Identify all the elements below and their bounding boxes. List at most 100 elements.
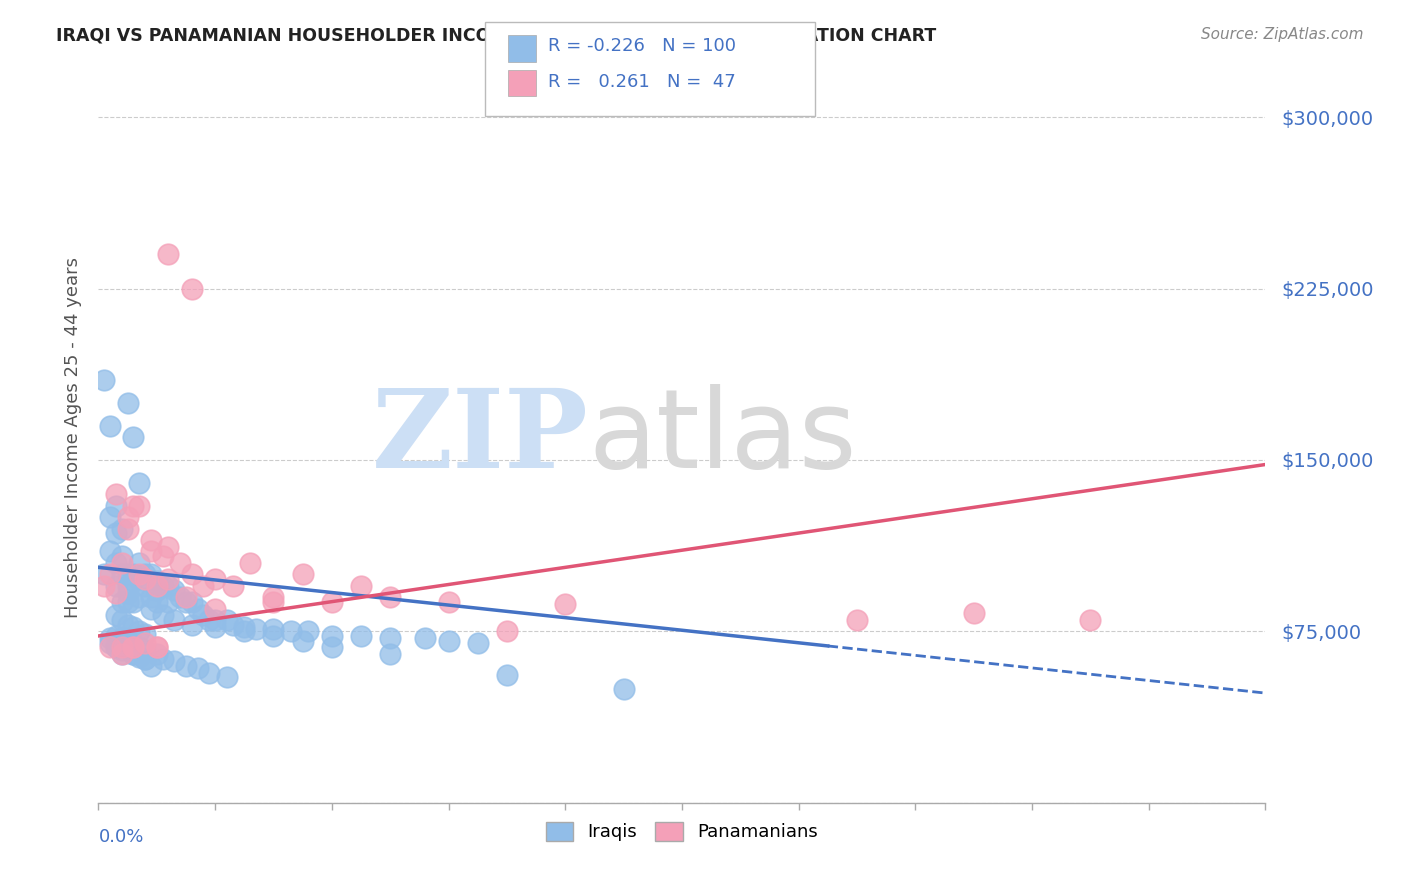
Point <box>321 594 343 608</box>
Point <box>239 556 262 570</box>
Point <box>146 594 169 608</box>
Point <box>262 622 284 636</box>
Point <box>93 373 115 387</box>
Point <box>117 585 139 599</box>
Point <box>104 526 127 541</box>
Point <box>180 567 202 582</box>
Point <box>139 601 162 615</box>
Text: ZIP: ZIP <box>371 384 589 491</box>
Point <box>157 579 180 593</box>
Point <box>215 670 238 684</box>
Point <box>350 579 373 593</box>
Point <box>122 594 145 608</box>
Point <box>134 652 156 666</box>
Point <box>380 590 402 604</box>
Point <box>380 632 402 646</box>
Point <box>297 624 319 639</box>
Point <box>291 567 314 582</box>
Text: 0.0%: 0.0% <box>98 829 143 847</box>
Point <box>104 608 127 623</box>
Point <box>117 510 139 524</box>
Point <box>157 247 180 261</box>
Point <box>262 629 284 643</box>
Point <box>98 640 121 655</box>
Point <box>321 629 343 643</box>
Point <box>174 590 197 604</box>
Point <box>134 626 156 640</box>
Point <box>134 572 156 586</box>
Point <box>128 640 150 655</box>
Point <box>146 574 169 588</box>
Text: R = -0.226   N = 100: R = -0.226 N = 100 <box>548 37 737 55</box>
Point <box>134 567 156 582</box>
Point <box>221 579 243 593</box>
Point <box>128 624 150 639</box>
Point <box>146 579 169 593</box>
Point <box>215 613 238 627</box>
Point <box>117 640 139 655</box>
Point <box>467 636 489 650</box>
Point <box>554 597 576 611</box>
Text: atlas: atlas <box>589 384 858 491</box>
Legend: Iraqis, Panamanians: Iraqis, Panamanians <box>538 814 825 848</box>
Point <box>128 499 150 513</box>
Text: IRAQI VS PANAMANIAN HOUSEHOLDER INCOME AGES 25 - 44 YEARS CORRELATION CHART: IRAQI VS PANAMANIAN HOUSEHOLDER INCOME A… <box>56 27 936 45</box>
Point <box>104 579 127 593</box>
Point <box>496 667 519 681</box>
Point <box>128 567 150 582</box>
Point <box>187 601 209 615</box>
Point <box>139 590 162 604</box>
Point <box>262 590 284 604</box>
Point <box>128 572 150 586</box>
Point <box>128 649 150 664</box>
Point <box>111 521 134 535</box>
Point <box>111 567 134 582</box>
Point <box>93 567 115 582</box>
Point <box>163 583 186 598</box>
Point <box>152 579 174 593</box>
Point <box>169 590 191 604</box>
Point <box>117 396 139 410</box>
Point <box>152 608 174 623</box>
Point <box>98 544 121 558</box>
Point <box>117 521 139 535</box>
Point <box>380 647 402 661</box>
Point <box>174 594 197 608</box>
Point <box>134 636 156 650</box>
Point <box>98 636 121 650</box>
Point <box>846 613 869 627</box>
Point <box>280 624 302 639</box>
Point <box>233 624 256 639</box>
Point <box>146 640 169 655</box>
Point <box>104 487 127 501</box>
Point <box>104 556 127 570</box>
Point <box>111 594 134 608</box>
Point <box>152 549 174 563</box>
Point <box>437 594 460 608</box>
Point <box>496 624 519 639</box>
Point <box>98 567 121 582</box>
Point <box>111 640 134 655</box>
Point <box>111 647 134 661</box>
Point <box>146 640 169 655</box>
Point <box>122 499 145 513</box>
Point <box>1080 613 1102 627</box>
Point <box>262 594 284 608</box>
Point <box>321 640 343 655</box>
Point <box>111 647 134 661</box>
Point <box>122 567 145 582</box>
Text: Source: ZipAtlas.com: Source: ZipAtlas.com <box>1201 27 1364 42</box>
Point <box>122 574 145 588</box>
Point <box>962 606 984 620</box>
Point <box>157 572 180 586</box>
Point <box>139 658 162 673</box>
Point <box>104 585 127 599</box>
Point <box>152 652 174 666</box>
Point <box>104 499 127 513</box>
Point <box>122 647 145 661</box>
Point <box>612 681 634 696</box>
Point <box>134 579 156 593</box>
Point <box>122 640 145 655</box>
Point <box>437 633 460 648</box>
Point <box>117 594 139 608</box>
